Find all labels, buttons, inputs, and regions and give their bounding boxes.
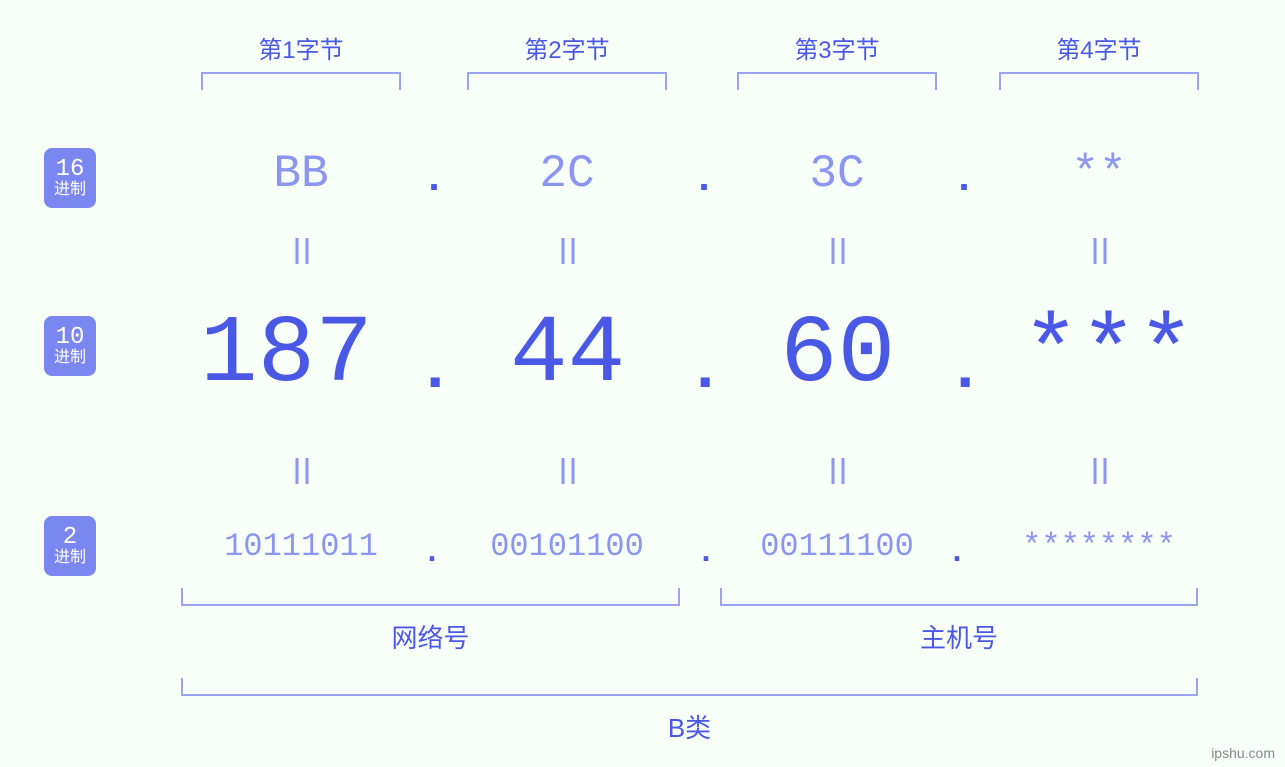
bin-dot-2: . (696, 534, 716, 571)
watermark: ipshu.com (1211, 745, 1275, 761)
hex-dot-1: . (422, 158, 442, 203)
dec-byte-3: 60 (780, 300, 895, 409)
badge-dec: 10 进制 (44, 316, 96, 376)
badge-dec-suffix: 进制 (54, 350, 86, 367)
hex-dot-3: . (952, 158, 972, 203)
col-header-2: 第2字节 (457, 30, 677, 65)
hex-byte-4: ** (989, 148, 1209, 200)
equals-icon (287, 238, 315, 264)
eq-hexdec-4 (989, 238, 1209, 269)
eq-decbin-1 (191, 458, 411, 489)
badge-dec-number: 10 (56, 325, 85, 350)
badge-bin-number: 2 (63, 525, 77, 550)
bin-byte-1: 10111011 (171, 528, 431, 565)
hex-byte-3: 3C (727, 148, 947, 200)
eq-hexdec-1 (191, 238, 411, 269)
badge-hex: 16 进制 (44, 148, 96, 208)
hex-byte-2: 2C (457, 148, 677, 200)
eq-hexdec-3 (727, 238, 947, 269)
net-label: 网络号 (181, 618, 680, 655)
eq-decbin-3 (727, 458, 947, 489)
badge-bin-suffix: 进制 (54, 550, 86, 567)
dec-dot-3: . (946, 335, 970, 407)
bin-byte-2: 00101100 (437, 528, 697, 565)
col-header-1: 第1字节 (191, 30, 411, 65)
dec-dot-1: . (416, 335, 440, 407)
equals-icon (1085, 238, 1113, 264)
hex-dot-2: . (692, 158, 712, 203)
badge-hex-number: 16 (56, 157, 85, 182)
col-header-4: 第4字节 (989, 30, 1209, 65)
equals-icon (823, 238, 851, 264)
net-bracket (181, 588, 680, 606)
eq-decbin-2 (457, 458, 677, 489)
badge-hex-suffix: 进制 (54, 182, 86, 199)
bin-dot-1: . (422, 534, 442, 571)
top-bracket-4 (999, 72, 1199, 90)
col-header-3: 第3字节 (727, 30, 947, 65)
eq-hexdec-2 (457, 238, 677, 269)
bin-dot-3: . (947, 534, 967, 571)
class-bracket (181, 678, 1198, 696)
eq-decbin-4 (989, 458, 1209, 489)
top-bracket-1 (201, 72, 401, 90)
class-label: B类 (181, 708, 1198, 745)
top-bracket-2 (467, 72, 667, 90)
hex-byte-1: BB (191, 148, 411, 200)
equals-icon (287, 458, 315, 484)
equals-icon (553, 238, 581, 264)
dec-dot-2: . (686, 335, 710, 407)
bin-byte-3: 00111100 (707, 528, 967, 565)
equals-icon (1085, 458, 1113, 484)
badge-bin: 2 进制 (44, 516, 96, 576)
host-bracket (720, 588, 1198, 606)
dec-byte-1: 187 (200, 300, 373, 409)
equals-icon (823, 458, 851, 484)
top-bracket-3 (737, 72, 937, 90)
dec-byte-2: 44 (510, 300, 625, 409)
bin-byte-4: ******** (969, 528, 1229, 565)
host-label: 主机号 (720, 618, 1198, 655)
dec-byte-4: *** (1022, 300, 1195, 409)
equals-icon (553, 458, 581, 484)
